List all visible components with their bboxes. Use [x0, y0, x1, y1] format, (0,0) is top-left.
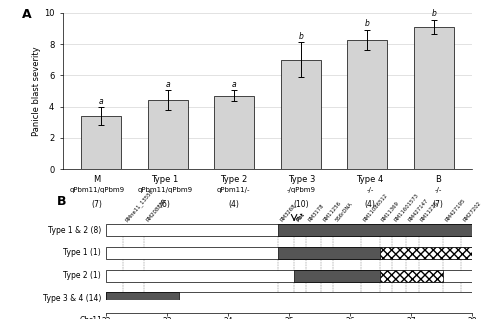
Text: Type 1 (1): Type 1 (1): [64, 249, 101, 257]
Text: (7): (7): [92, 200, 102, 210]
Text: (4): (4): [228, 200, 239, 210]
Bar: [278, 224, 472, 236]
Text: RM11369: RM11369: [381, 201, 401, 223]
Text: (7): (7): [433, 200, 443, 210]
Text: -/-: -/-: [435, 188, 442, 193]
Bar: [106, 270, 472, 282]
Bar: [148, 100, 187, 169]
Bar: [294, 270, 379, 282]
Text: qPbm11/qPbm9: qPbm11/qPbm9: [137, 188, 193, 193]
Text: A: A: [22, 8, 31, 21]
Bar: [106, 224, 472, 236]
Bar: [106, 247, 472, 259]
Text: 5S6rDNA: 5S6rDNA: [335, 202, 354, 223]
Bar: [414, 27, 454, 169]
Bar: [278, 247, 379, 259]
Text: RM427147: RM427147: [408, 198, 430, 223]
Bar: [106, 293, 179, 305]
Bar: [214, 96, 254, 169]
Text: Type 2 (1): Type 2 (1): [64, 271, 101, 280]
Text: B: B: [56, 195, 66, 208]
Text: Type 2: Type 2: [220, 175, 247, 184]
Text: Chr11: Chr11: [80, 316, 102, 319]
Text: (6): (6): [160, 200, 171, 210]
Bar: [348, 40, 387, 169]
Text: a: a: [99, 97, 104, 106]
Text: Type 3: Type 3: [288, 175, 315, 184]
Y-axis label: Panicle blast severity: Panicle blast severity: [32, 46, 41, 136]
Text: b: b: [431, 9, 436, 18]
Text: Type 1: Type 1: [151, 175, 179, 184]
Text: Type 4: Type 4: [356, 175, 384, 184]
Text: b: b: [298, 32, 303, 41]
Text: B: B: [435, 175, 441, 184]
Text: Pbt: Pbt: [295, 212, 306, 223]
Text: M: M: [93, 175, 100, 184]
Bar: [81, 116, 121, 169]
Text: a: a: [165, 79, 170, 89]
Text: RMne11_13556: RMne11_13556: [124, 188, 155, 223]
Text: (4): (4): [364, 200, 375, 210]
Text: b: b: [365, 19, 370, 28]
Text: RM3268: RM3268: [280, 204, 297, 223]
Text: (10): (10): [294, 200, 309, 210]
Bar: [281, 60, 321, 169]
Text: -/-: -/-: [366, 188, 374, 193]
Bar: [106, 293, 472, 305]
Text: -/qPbm9: -/qPbm9: [287, 188, 316, 193]
Text: RM3178: RM3178: [308, 204, 325, 223]
Text: RM11256: RM11256: [322, 201, 342, 223]
Text: qPbm11/qPbm9: qPbm11/qPbm9: [69, 188, 124, 193]
Text: RM11276: RM11276: [420, 201, 440, 223]
Text: Type 1 & 2 (8): Type 1 & 2 (8): [48, 226, 101, 235]
Text: qPbm11/-: qPbm11/-: [216, 188, 250, 193]
Text: RM208850: RM208850: [145, 198, 167, 223]
Bar: [379, 247, 472, 259]
Text: a: a: [232, 79, 237, 89]
Text: Type 3 & 4 (14): Type 3 & 4 (14): [43, 294, 101, 303]
Text: RM27202: RM27202: [463, 201, 482, 223]
Text: RM427195: RM427195: [444, 198, 467, 223]
Bar: [379, 270, 443, 282]
Text: RM11601573: RM11601573: [393, 193, 419, 223]
Text: RM11086512: RM11086512: [362, 193, 389, 223]
